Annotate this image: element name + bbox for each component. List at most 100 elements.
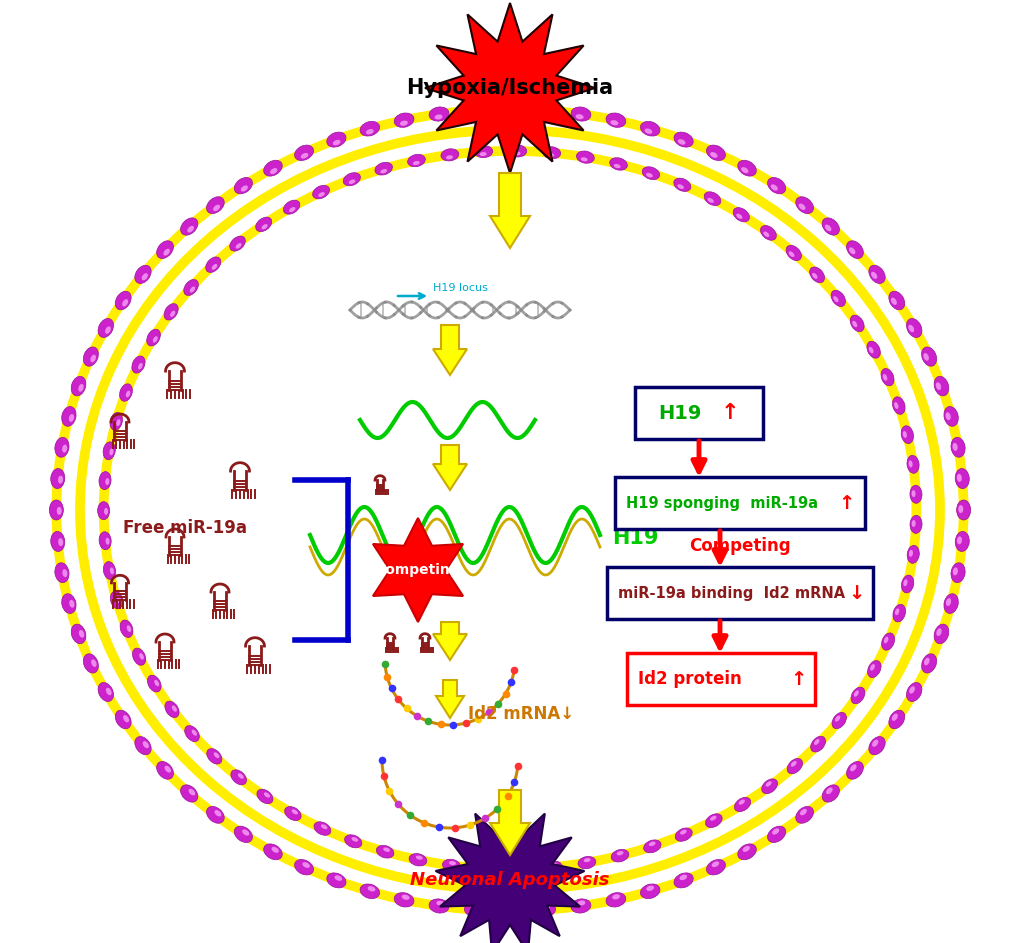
Ellipse shape (429, 899, 448, 913)
Ellipse shape (126, 625, 131, 632)
Ellipse shape (183, 279, 198, 295)
Ellipse shape (394, 893, 414, 907)
Ellipse shape (237, 773, 244, 779)
Ellipse shape (609, 120, 618, 125)
Text: H19: H19 (611, 528, 658, 548)
Ellipse shape (580, 157, 587, 161)
Ellipse shape (98, 319, 113, 338)
Ellipse shape (206, 806, 224, 823)
Ellipse shape (921, 347, 935, 366)
Ellipse shape (367, 886, 375, 891)
Ellipse shape (214, 810, 221, 817)
Ellipse shape (934, 382, 941, 390)
Ellipse shape (903, 579, 907, 587)
Ellipse shape (679, 874, 687, 880)
Ellipse shape (326, 873, 345, 888)
Ellipse shape (811, 273, 817, 279)
Ellipse shape (911, 520, 915, 527)
Ellipse shape (908, 550, 912, 556)
Ellipse shape (945, 598, 950, 606)
Ellipse shape (736, 214, 742, 219)
Ellipse shape (104, 508, 108, 515)
Ellipse shape (62, 445, 67, 453)
Ellipse shape (738, 800, 744, 804)
Ellipse shape (383, 848, 389, 852)
Ellipse shape (680, 830, 686, 835)
Ellipse shape (640, 884, 659, 899)
Ellipse shape (122, 299, 128, 306)
Ellipse shape (131, 356, 145, 373)
Ellipse shape (853, 690, 858, 697)
Ellipse shape (256, 217, 271, 232)
Ellipse shape (348, 179, 355, 184)
Text: Competing: Competing (375, 563, 460, 577)
Ellipse shape (771, 828, 779, 835)
Ellipse shape (646, 885, 653, 891)
Ellipse shape (508, 145, 526, 157)
Ellipse shape (62, 570, 67, 577)
Ellipse shape (360, 884, 379, 899)
Ellipse shape (610, 850, 628, 862)
Ellipse shape (577, 901, 585, 905)
Ellipse shape (870, 272, 876, 279)
Ellipse shape (283, 200, 300, 214)
Ellipse shape (909, 486, 921, 504)
Ellipse shape (513, 151, 520, 156)
Ellipse shape (849, 765, 856, 771)
FancyBboxPatch shape (627, 653, 814, 705)
Ellipse shape (535, 902, 555, 917)
Ellipse shape (154, 680, 159, 687)
Ellipse shape (510, 863, 528, 875)
Text: ↓: ↓ (847, 584, 863, 603)
Ellipse shape (116, 420, 120, 426)
Ellipse shape (761, 779, 776, 794)
Ellipse shape (312, 186, 329, 199)
Ellipse shape (848, 247, 855, 255)
Ellipse shape (240, 186, 248, 191)
Ellipse shape (706, 859, 725, 875)
Ellipse shape (476, 863, 494, 874)
Ellipse shape (105, 538, 109, 545)
Ellipse shape (544, 861, 561, 873)
Ellipse shape (900, 426, 913, 443)
Text: ↑: ↑ (837, 493, 853, 512)
Ellipse shape (703, 191, 720, 206)
Ellipse shape (171, 705, 176, 712)
Ellipse shape (409, 853, 426, 866)
Ellipse shape (832, 712, 846, 729)
Ellipse shape (98, 502, 110, 520)
Ellipse shape (153, 336, 158, 342)
Ellipse shape (479, 152, 486, 157)
Ellipse shape (138, 363, 143, 370)
Polygon shape (433, 445, 467, 490)
Ellipse shape (55, 438, 69, 457)
Ellipse shape (187, 225, 194, 233)
Ellipse shape (706, 145, 725, 160)
Ellipse shape (264, 160, 282, 176)
Ellipse shape (830, 290, 845, 306)
Ellipse shape (799, 809, 806, 816)
Ellipse shape (105, 326, 111, 334)
Ellipse shape (674, 132, 693, 147)
Ellipse shape (613, 164, 620, 168)
Ellipse shape (98, 683, 113, 702)
Ellipse shape (125, 390, 130, 397)
Ellipse shape (399, 121, 408, 125)
Ellipse shape (342, 173, 360, 186)
Ellipse shape (229, 236, 246, 251)
Ellipse shape (892, 604, 905, 622)
Ellipse shape (850, 315, 863, 332)
Ellipse shape (933, 376, 948, 396)
Ellipse shape (408, 155, 425, 167)
Ellipse shape (135, 265, 151, 284)
Ellipse shape (148, 675, 161, 692)
Ellipse shape (542, 147, 560, 158)
Ellipse shape (957, 505, 962, 513)
Ellipse shape (51, 469, 65, 488)
Ellipse shape (943, 594, 958, 614)
Ellipse shape (69, 600, 74, 607)
Ellipse shape (868, 347, 872, 354)
Ellipse shape (123, 715, 129, 722)
Ellipse shape (164, 304, 178, 320)
Ellipse shape (810, 736, 824, 752)
